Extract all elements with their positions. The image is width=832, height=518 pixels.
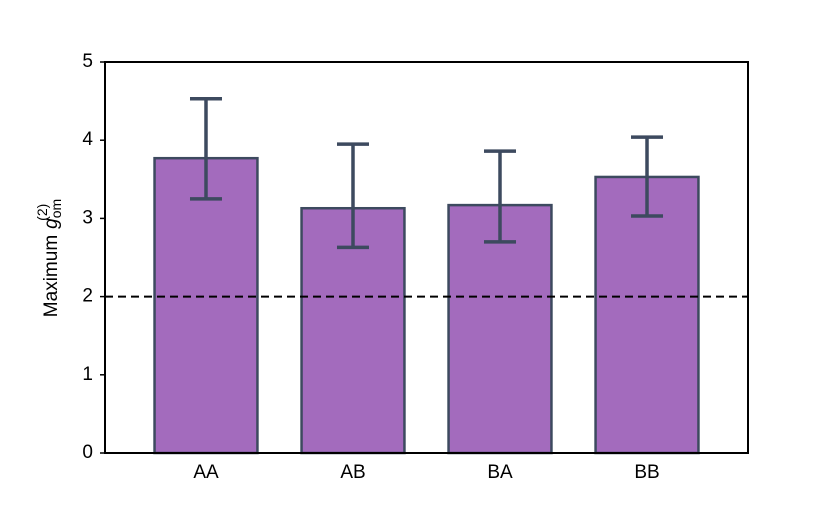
x-tick-label: BA <box>487 462 513 483</box>
bar <box>153 156 259 455</box>
x-tick-label: BB <box>634 462 659 483</box>
bar <box>594 175 700 455</box>
x-tick-label: AB <box>340 462 365 483</box>
bar <box>447 203 553 455</box>
y-label-superscript: (2) <box>34 204 50 221</box>
y-label-subscript: om <box>48 199 64 218</box>
y-tick-label: 5 <box>82 51 93 72</box>
y-label-text: Maximum <box>41 235 62 317</box>
y-tick-label: 2 <box>82 286 93 307</box>
y-tick-label: 0 <box>82 442 93 463</box>
plot-frame <box>104 61 749 454</box>
x-tick-label: AA <box>193 462 219 483</box>
y-tick-label: 1 <box>82 364 93 385</box>
y-label-symbol: g <box>41 218 62 229</box>
y-axis-label: Maximum gom(2) <box>34 199 64 317</box>
y-tick-label: 4 <box>82 129 93 150</box>
y-tick-label: 3 <box>82 207 93 228</box>
